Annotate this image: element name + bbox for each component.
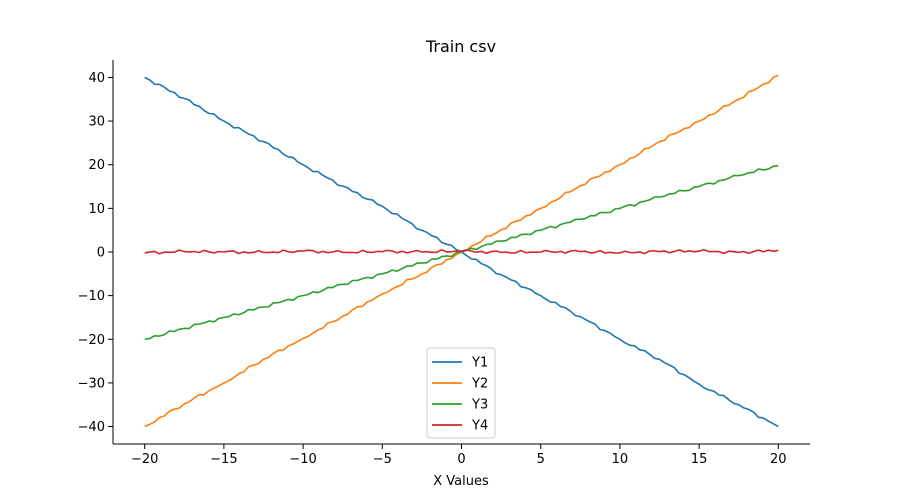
- legend-label-y1: Y1: [471, 356, 488, 371]
- y-tick-label: 10: [88, 202, 105, 217]
- plot-area: −20 −15 −10 −5 0 5 10 15 20 −40 −30 −20 −10 0 10 20 30 4…: [78, 60, 810, 467]
- x-tick-label: −10: [289, 452, 316, 467]
- chart-title: Train csv: [425, 37, 496, 56]
- series-line-y3: [144, 164, 779, 341]
- legend-frame: [426, 347, 496, 439]
- x-tick-label: 0: [457, 452, 465, 467]
- series-layer: [144, 74, 779, 428]
- x-tick-label: −20: [131, 452, 158, 467]
- x-axis-label: X Values: [433, 474, 489, 489]
- y-tick-label: 0: [97, 246, 105, 261]
- x-tick-label: −5: [373, 452, 392, 467]
- legend-label-y2: Y2: [471, 377, 488, 392]
- y-tick-label: 40: [88, 71, 105, 86]
- legend-label-y3: Y3: [471, 398, 488, 413]
- x-tick-label: 10: [612, 452, 629, 467]
- legend: Y1 Y2 Y3 Y4: [426, 347, 496, 439]
- y-tick-label: −10: [78, 289, 105, 304]
- y-tick-label: 20: [88, 158, 105, 173]
- y-tick-label: −20: [78, 333, 105, 348]
- x-tick-label: −15: [210, 452, 237, 467]
- legend-label-y4: Y4: [471, 419, 488, 434]
- y-axis-ticks: −40 −30 −20 −10 0 10 20 30 40: [78, 71, 113, 435]
- y-tick-label: −40: [78, 420, 105, 435]
- y-tick-label: −30: [78, 376, 105, 391]
- x-axis-ticks: −20 −15 −10 −5 0 5 10 15 20: [131, 444, 787, 467]
- x-tick-label: 15: [691, 452, 708, 467]
- x-tick-label: 5: [537, 452, 545, 467]
- y-tick-label: 30: [88, 115, 105, 130]
- x-tick-label: 20: [770, 452, 787, 467]
- series-line-y4: [144, 248, 779, 255]
